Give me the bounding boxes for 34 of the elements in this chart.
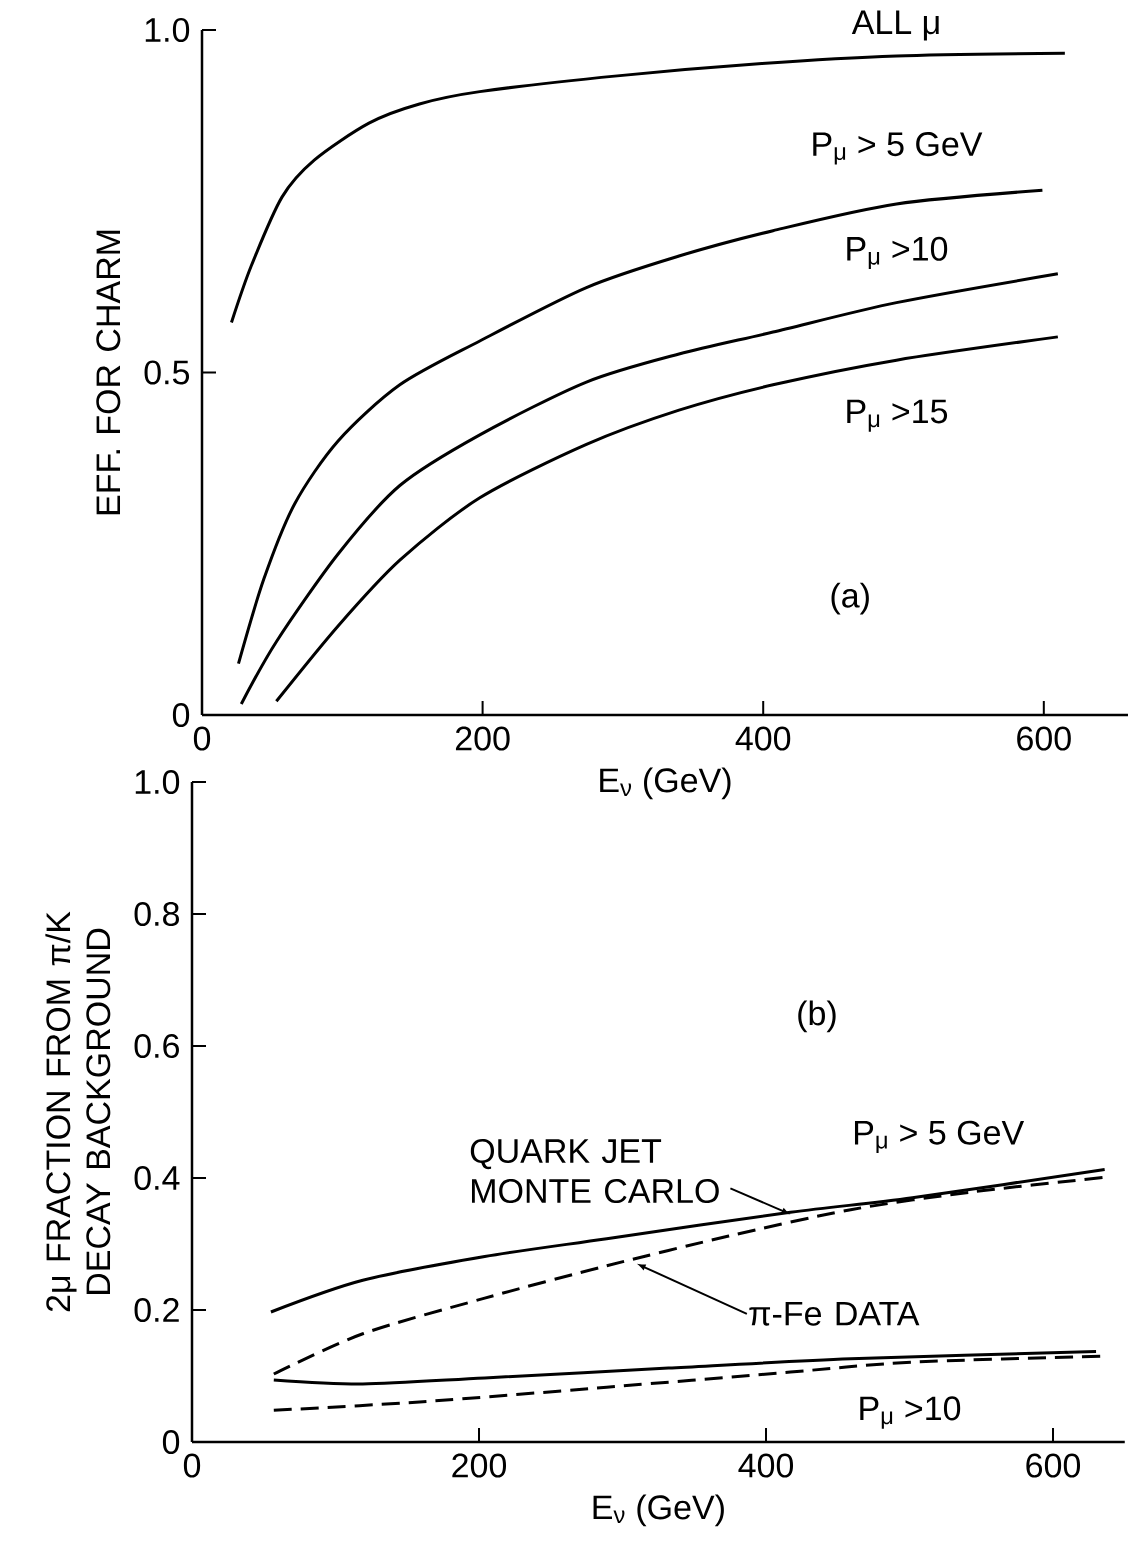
x-axis-title: E$_{ν}$ (GeV) bbox=[600, 767, 731, 800]
annotation: P$_{μ}$ >10 bbox=[860, 1396, 961, 1429]
x-tick-label: 0 bbox=[193, 726, 211, 751]
x-tick-label: 200 bbox=[452, 1453, 507, 1478]
y-tick-label: 0.2 bbox=[134, 1297, 179, 1323]
x-tick-label: 600 bbox=[1017, 726, 1071, 751]
annotation: QUARK JET MONTE CARLO bbox=[470, 1139, 719, 1204]
x-tick-label: 600 bbox=[1026, 1453, 1081, 1478]
series-label: P$_{μ}$ >10 bbox=[847, 236, 948, 270]
y-tick-label: 0 bbox=[162, 1429, 180, 1455]
line-series bbox=[239, 272, 1060, 706]
x-tick-label: 200 bbox=[455, 726, 510, 751]
y-tick-label: 0.5 bbox=[144, 360, 190, 385]
y-axis-title: 2μ FRACTION FROM π/K DECAY BACKGROUND bbox=[45, 911, 111, 1312]
y-tick-label: 0.6 bbox=[134, 1033, 179, 1059]
x-tick-label: 400 bbox=[735, 726, 791, 751]
annotation: P$_{μ}$ > 5 GeV bbox=[854, 1120, 1025, 1153]
line-series bbox=[236, 188, 1044, 666]
series-label: ALL μ bbox=[851, 10, 939, 41]
series-label: P$_{μ}$ >15 bbox=[847, 399, 948, 432]
y-tick-label: 1.0 bbox=[135, 769, 180, 795]
y-tick-label: 1.0 bbox=[145, 17, 190, 43]
line-series bbox=[229, 51, 1067, 324]
annotation: (b) bbox=[798, 1000, 836, 1033]
y-tick-label: 0 bbox=[172, 702, 190, 728]
y-tick-label: 0.8 bbox=[134, 901, 179, 927]
y-tick-label: 0.4 bbox=[134, 1165, 180, 1191]
x-axis-title: E$_{ν}$ (GeV) bbox=[593, 1494, 724, 1527]
series-label: P$_{μ}$ > 5 GeV bbox=[813, 132, 983, 165]
annotation: (a) bbox=[831, 582, 869, 615]
line-series bbox=[274, 335, 1060, 703]
annotation: π-Fe DATA bbox=[749, 1301, 920, 1326]
x-tick-label: 400 bbox=[738, 1453, 794, 1478]
y-axis-title: EFF. FOR CHARM bbox=[96, 230, 121, 515]
